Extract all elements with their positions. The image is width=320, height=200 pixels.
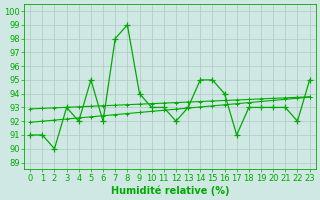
X-axis label: Humidité relative (%): Humidité relative (%) [111, 185, 229, 196]
